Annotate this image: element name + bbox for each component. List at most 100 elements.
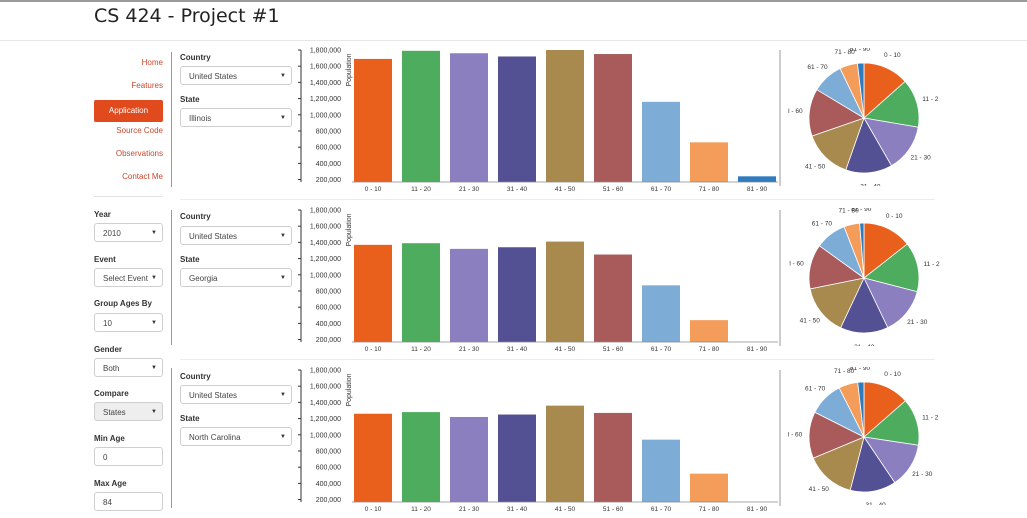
country-select[interactable]: United States ▼ — [180, 66, 292, 85]
bar[interactable] — [402, 243, 440, 342]
pie-label: 71 - 80 — [839, 208, 860, 215]
year-value: 2010 — [103, 229, 121, 238]
pie-slice[interactable] — [859, 222, 865, 279]
bar[interactable] — [450, 416, 488, 502]
bar[interactable] — [498, 56, 536, 182]
pie-label: 21 - 30 — [910, 154, 931, 161]
x-tick-label: 71 - 80 — [699, 186, 720, 193]
pie-label: 31 - 40 — [854, 344, 875, 346]
chevron-down-icon: ▼ — [151, 320, 157, 326]
pie-label: 11 - 2 — [922, 415, 939, 422]
nav-item-features[interactable]: Features — [131, 80, 163, 90]
x-tick-label: 21 - 30 — [459, 186, 480, 193]
country-select[interactable]: United States ▼ — [180, 226, 292, 245]
y-tick-label: 1,000,000 — [310, 272, 341, 279]
pie-slice[interactable] — [856, 62, 865, 119]
y-tick-label: 600,000 — [316, 305, 341, 312]
state-label: State — [180, 95, 200, 104]
x-tick-label: 0 - 10 — [365, 506, 382, 513]
bar[interactable] — [594, 412, 632, 502]
pie-label: 71 - 80 — [834, 49, 855, 56]
compare-select[interactable]: States ▼ — [94, 402, 163, 421]
pie-label: 31 - 40 — [860, 184, 881, 186]
y-tick-label: 200,000 — [316, 497, 341, 504]
bar[interactable] — [642, 101, 680, 182]
min-age-label: Min Age — [94, 434, 125, 443]
bar[interactable] — [594, 254, 632, 342]
nav-item-contact-me[interactable]: Contact Me — [122, 171, 163, 181]
bar[interactable] — [498, 414, 536, 502]
x-tick-label: 31 - 40 — [507, 346, 528, 353]
country-select[interactable]: United States ▼ — [180, 385, 292, 404]
nav-item-source-code[interactable]: Source Code — [116, 126, 163, 136]
x-tick-label: 21 - 30 — [459, 346, 480, 353]
bar[interactable] — [738, 176, 776, 182]
pie-slice[interactable] — [857, 381, 865, 438]
bar[interactable] — [402, 50, 440, 182]
bar[interactable] — [546, 50, 584, 182]
x-tick-label: 21 - 30 — [459, 506, 480, 513]
bar[interactable] — [498, 247, 536, 342]
bar[interactable] — [450, 53, 488, 183]
chevron-down-icon: ▼ — [151, 365, 157, 371]
bar[interactable] — [354, 244, 392, 342]
bar[interactable] — [594, 54, 632, 182]
panel-separator — [180, 359, 935, 360]
pie-slice[interactable] — [811, 117, 865, 171]
year-select[interactable]: 2010 ▼ — [94, 223, 163, 242]
state-select[interactable]: North Carolina ▼ — [180, 427, 292, 446]
y-tick-label: 400,000 — [316, 481, 341, 488]
top-border — [0, 0, 1027, 2]
gender-select[interactable]: Both ▼ — [94, 358, 163, 377]
y-tick-label: 1,400,000 — [310, 80, 341, 87]
nav-item-home[interactable]: Home — [141, 58, 163, 67]
max-age-input[interactable]: 84 — [94, 492, 163, 511]
header: CS 424 - Project #1 — [0, 2, 1027, 41]
country-value: United States — [189, 391, 238, 400]
y-tick-label: 1,800,000 — [310, 48, 341, 55]
pie-slice[interactable] — [863, 243, 920, 293]
y-tick-label: 200,000 — [316, 177, 341, 184]
year-label: Year — [94, 210, 111, 219]
pie-label: 61 - 70 — [812, 220, 833, 227]
group-ages-select[interactable]: 10 ▼ — [94, 313, 163, 332]
pie-slice[interactable] — [809, 277, 865, 329]
bar[interactable] — [354, 413, 392, 502]
chevron-down-icon: ▼ — [280, 275, 286, 281]
state-label: State — [180, 255, 200, 264]
pie-label: 41 - 50 — [809, 486, 830, 493]
state-select[interactable]: Illinois ▼ — [180, 108, 292, 127]
y-tick-label: 1,800,000 — [310, 368, 341, 375]
x-tick-label: 81 - 90 — [747, 506, 768, 513]
bar[interactable] — [402, 412, 440, 502]
y-tick-label: 400,000 — [316, 161, 341, 168]
pie-chart-north-carolina: 0 - 10 11 - 2 21 - 30 31 - 40 41 - 50 l - 60 6… — [788, 367, 939, 505]
bar[interactable] — [546, 405, 584, 502]
event-select[interactable]: Select Event ▼ — [94, 268, 163, 287]
chevron-down-icon: ▼ — [280, 392, 286, 398]
bar[interactable] — [450, 248, 488, 342]
gender-label: Gender — [94, 345, 123, 354]
bar[interactable] — [546, 241, 584, 342]
state-select[interactable]: Georgia ▼ — [180, 268, 292, 287]
x-tick-label: 51 - 60 — [603, 346, 624, 353]
nav-item-observations[interactable]: Observations — [115, 149, 163, 159]
pie-slice[interactable] — [863, 222, 908, 279]
min-age-input[interactable]: 0 — [94, 447, 163, 466]
pie-label: l - 60 — [789, 260, 804, 267]
bar[interactable] — [642, 439, 680, 502]
x-tick-label: 51 - 60 — [603, 506, 624, 513]
bar[interactable] — [642, 285, 680, 342]
event-value: Select Event — [103, 274, 148, 283]
nav-item-application[interactable]: Application — [94, 100, 163, 123]
nav-divider — [94, 196, 163, 197]
bar[interactable] — [354, 58, 392, 182]
bar[interactable] — [690, 320, 728, 342]
pie-slice[interactable] — [812, 436, 865, 491]
bar[interactable] — [690, 142, 728, 182]
y-tick-label: 800,000 — [316, 448, 341, 455]
pie-chart-georgia: 0 - 10 11 - 2 21 - 30 31 - 40 41 - 50 l - 60 6… — [789, 208, 940, 346]
bar[interactable] — [690, 473, 728, 502]
country-label: Country — [180, 372, 211, 381]
y-tick-label: 1,200,000 — [310, 96, 341, 103]
